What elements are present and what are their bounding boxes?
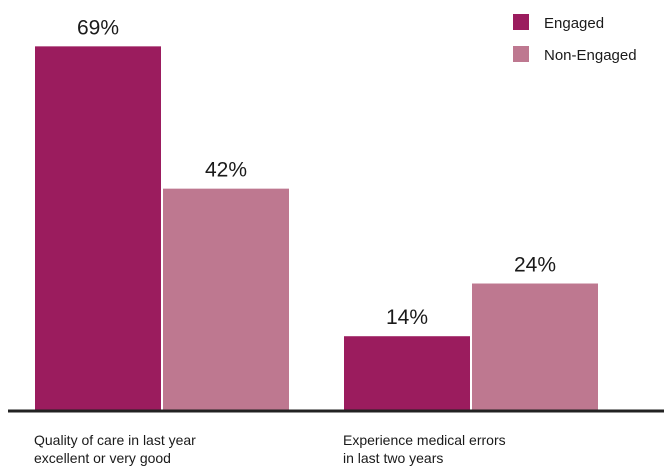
- legend-label-non-engaged: Non-Engaged: [544, 47, 637, 64]
- legend: Engaged Non-Engaged: [513, 14, 637, 64]
- data-label-non-engaged-1: 42%: [205, 159, 247, 182]
- bars-group: 69% 42% 14% 24%: [35, 16, 598, 411]
- bar-engaged-1: [35, 46, 161, 411]
- category-label-2-line-2: in last two years: [343, 450, 443, 466]
- category-labels: Quality of care in last year excellent or…: [34, 432, 506, 466]
- data-label-non-engaged-2: 24%: [514, 254, 556, 277]
- data-label-engaged-2: 14%: [386, 306, 428, 329]
- category-label-1-line-2: excellent or very good: [34, 450, 171, 466]
- legend-swatch-non-engaged: [513, 46, 529, 62]
- category-label-2-line-1: Experience medical errors: [343, 432, 506, 448]
- bar-engaged-2: [344, 336, 470, 410]
- data-label-engaged-1: 69%: [77, 16, 119, 39]
- bar-non-engaged-1: [163, 188, 289, 410]
- bar-non-engaged-2: [472, 283, 598, 410]
- legend-swatch-engaged: [513, 14, 529, 30]
- legend-label-engaged: Engaged: [544, 15, 604, 32]
- category-label-1-line-1: Quality of care in last year: [34, 432, 196, 448]
